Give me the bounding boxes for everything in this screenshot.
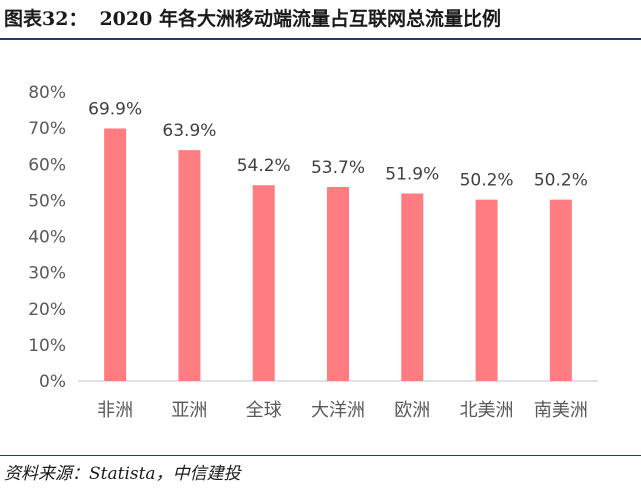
y-tick-label: 80%: [28, 83, 66, 103]
figure-label: 图表32：: [4, 8, 88, 30]
bar-chart: 0% 10% 20% 30% 40% 50% 60% 70% 80% 69.9% 非洲 63.9% 亚洲…: [28, 83, 598, 421]
y-tick-label: 40%: [28, 228, 66, 248]
chart-title: 2020 年各大洲移动端流量占互联网总流量比例: [99, 8, 501, 30]
data-label: 51.9%: [385, 165, 439, 185]
data-label: 50.2%: [534, 171, 588, 191]
bar: [104, 128, 127, 381]
figure-title: 图表32： 2020 年各大洲移动端流量占互联网总流量比例: [4, 2, 501, 36]
source-rule: [0, 455, 641, 456]
bar: [549, 199, 572, 381]
data-label: 54.2%: [237, 156, 291, 176]
title-rule: [0, 38, 641, 40]
bar: [401, 193, 424, 381]
x-tick-label: 非洲: [97, 400, 133, 421]
x-tick-label: 全球: [246, 400, 282, 421]
data-label: 50.2%: [460, 171, 514, 191]
x-tick-label: 欧洲: [394, 400, 430, 421]
x-tick-label: 北美洲: [460, 400, 514, 421]
x-tick-label: 亚洲: [171, 400, 207, 421]
y-tick-label: 0%: [39, 372, 66, 392]
bar: [327, 187, 349, 381]
data-label: 53.7%: [311, 158, 365, 178]
y-tick-label: 10%: [28, 336, 66, 356]
y-tick-label: 50%: [28, 191, 66, 211]
data-label: 63.9%: [162, 121, 216, 141]
bar: [178, 150, 201, 381]
bar: [475, 199, 498, 381]
x-tick-label: 大洋洲: [311, 400, 365, 421]
y-tick-label: 30%: [28, 264, 66, 284]
y-tick-label: 20%: [28, 300, 66, 320]
source-note: 资料来源：Statista，中信建投: [4, 464, 241, 484]
x-tick-label: 南美洲: [534, 400, 588, 421]
y-tick-label: 70%: [28, 119, 66, 139]
bar: [252, 185, 275, 381]
y-tick-label: 60%: [28, 155, 66, 175]
data-label: 69.9%: [88, 99, 142, 119]
